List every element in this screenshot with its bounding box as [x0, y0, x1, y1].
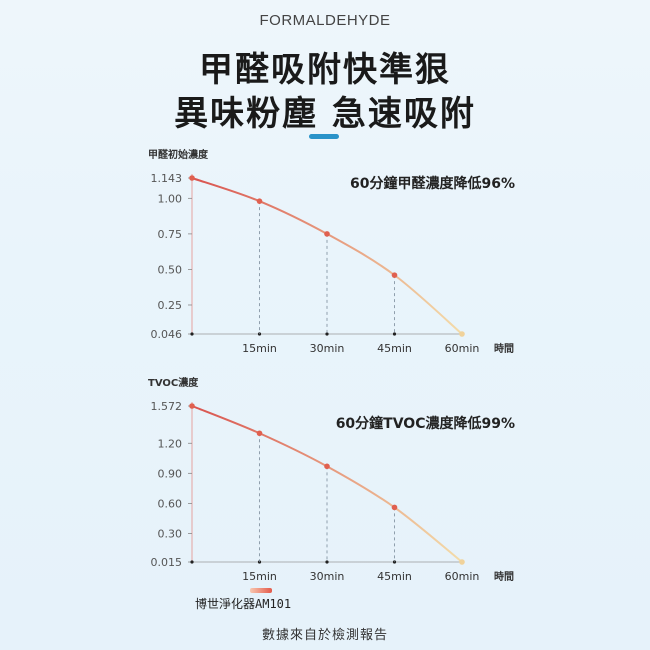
english-subtitle: FORMALDEHYDE: [259, 12, 391, 29]
data-point: [459, 559, 465, 565]
x-tick-dot: [190, 560, 194, 564]
y-axis-label-1: TVOC濃度: [148, 376, 199, 389]
data-point: [391, 504, 398, 511]
data-point: [189, 175, 195, 181]
x-tick-label: 45min: [377, 570, 412, 583]
x-tick-label: 30min: [310, 570, 345, 583]
x-tick-label: 15min: [242, 342, 277, 355]
x-tick-dot: [190, 332, 194, 336]
y-tick-label: 0.90: [158, 467, 183, 480]
x-tick-dot: [392, 332, 397, 336]
y-tick-label: 0.50: [158, 263, 183, 276]
data-point: [391, 272, 398, 278]
series-line-0: [191, 177, 463, 335]
y-tick-label: 1.00: [158, 192, 183, 205]
x-tick-label: 15min: [242, 570, 277, 583]
legend-swatch: [250, 588, 272, 593]
data-source-note: 數據來自於檢測報告: [261, 628, 388, 643]
chart-annotation-0: 60分鐘甲醛濃度降低96%: [350, 175, 515, 192]
legend-label: 博世淨化器AM101: [195, 596, 291, 611]
data-point: [189, 403, 195, 409]
y-tick-label: 0.015: [151, 556, 183, 569]
headline-line-2: 異味粉塵 急速吸附: [174, 94, 476, 134]
y-tick-label: 1.143: [151, 172, 183, 185]
x-tick-dot: [325, 560, 329, 564]
x-tick-label: 45min: [377, 342, 412, 355]
y-tick-label: 0.75: [158, 228, 183, 241]
data-point: [459, 331, 465, 337]
x-tick-label: 60min: [445, 570, 480, 583]
x-tick-label: 60min: [445, 342, 480, 355]
x-axis-label-0: 時間: [494, 342, 514, 355]
headline-line-1: 甲醛吸附快準狠: [199, 50, 451, 90]
y-axis-label-0: 甲醛初始濃度: [148, 148, 209, 161]
y-tick-label: 0.30: [158, 527, 183, 540]
y-tick-label: 0.60: [158, 497, 183, 510]
y-tick-label: 1.20: [158, 437, 183, 450]
x-axis-label-1: 時間: [494, 570, 514, 583]
data-point: [256, 198, 263, 204]
x-tick-label: 30min: [310, 342, 345, 355]
data-point: [324, 463, 330, 470]
y-tick-label: 0.046: [151, 328, 183, 341]
data-point: [324, 231, 330, 237]
data-point: [256, 430, 263, 437]
accent-divider: [309, 134, 339, 139]
y-tick-label: 0.25: [158, 299, 183, 312]
y-tick-label: 1.572: [151, 400, 183, 413]
x-tick-dot: [325, 332, 329, 336]
chart-annotation-1: 60分鐘TVOC濃度降低99%: [336, 415, 515, 432]
